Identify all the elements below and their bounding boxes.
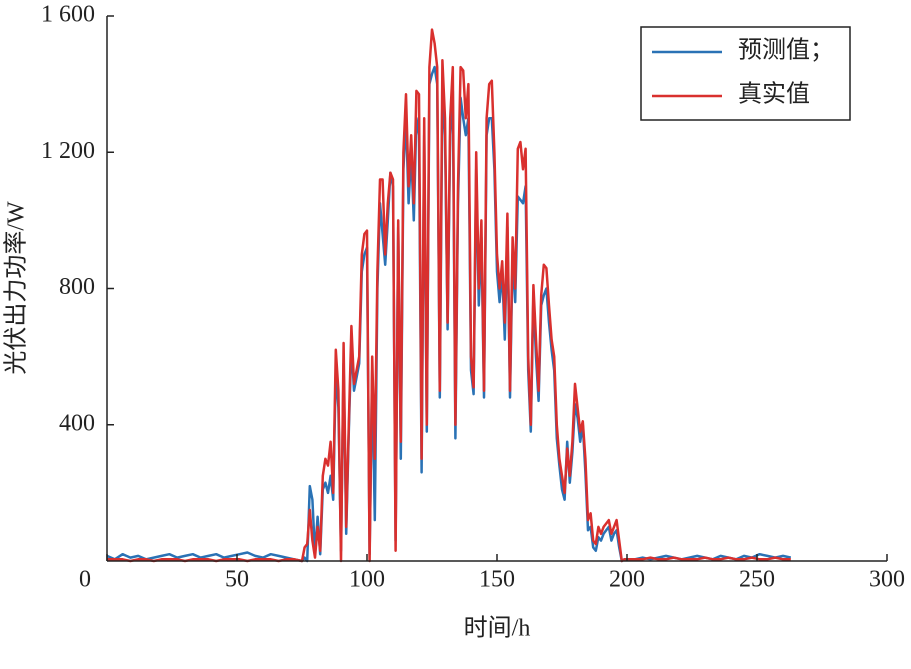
y-axis-label: 光伏出力功率/W xyxy=(3,201,30,375)
y-tick-label: 1 600 xyxy=(41,2,95,28)
x-tick-label: 250 xyxy=(739,567,775,593)
series-line xyxy=(107,28,791,563)
legend xyxy=(640,26,851,121)
x-tick-label: 300 xyxy=(869,567,905,593)
x-tick-label: 50 xyxy=(225,567,249,593)
x-axis-label: 时间/h xyxy=(464,615,531,642)
x-tick-label: 150 xyxy=(479,567,515,593)
x-tick-label: 200 xyxy=(609,567,645,593)
x-tick-label: 0 xyxy=(79,567,91,593)
plot-area xyxy=(106,28,792,563)
x-tick-label: 100 xyxy=(349,567,385,593)
y-tick-label: 1 200 xyxy=(41,138,95,164)
legend-label: 真实值 xyxy=(738,81,810,108)
y-tick-label: 400 xyxy=(59,410,95,436)
y-tick-label: 800 xyxy=(59,274,95,300)
legend-label: 预测值； xyxy=(738,37,834,64)
